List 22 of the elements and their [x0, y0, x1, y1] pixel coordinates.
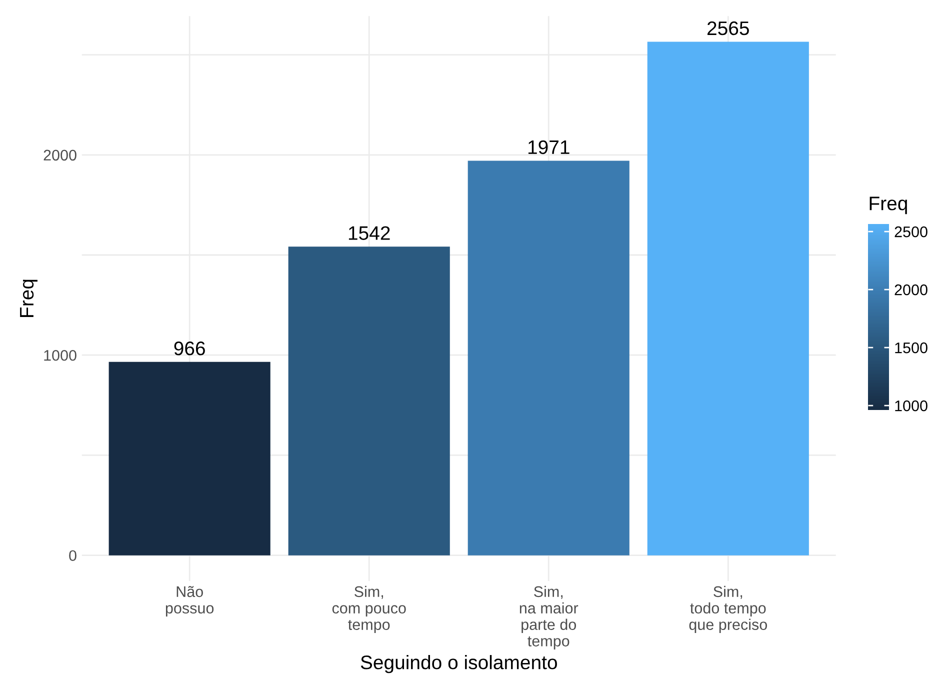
- bar: [108, 362, 270, 556]
- data-label: 1542: [348, 226, 390, 240]
- bar: [468, 160, 630, 556]
- data-label: 1971: [528, 140, 570, 154]
- x-tick-label: Sim, com pouco tempo: [332, 586, 406, 634]
- color-bar-label: 1000: [895, 400, 928, 412]
- color-bar-title: Freq: [870, 196, 907, 214]
- bar: [288, 246, 450, 556]
- y-tick-label: 0: [69, 550, 76, 562]
- x-tick-label: Sim, na maior parte do tempo: [520, 586, 578, 650]
- color-bar-label: 2000: [894, 284, 928, 296]
- data-label: 966: [174, 342, 205, 356]
- bar: [647, 42, 809, 556]
- color-bar-label: 2500: [894, 226, 928, 238]
- y-axis-title: Freq: [20, 280, 38, 317]
- y-tick-label: 1000: [44, 350, 76, 361]
- y-tick-label: 2000: [44, 150, 76, 161]
- x-axis-title: Seguindo o isolamento: [360, 655, 557, 674]
- data-label: 2565: [707, 21, 749, 36]
- x-tick-label: Não possuo: [166, 586, 214, 617]
- color-bar-label: 1500: [895, 342, 928, 354]
- x-tick-label: Sim, todo tempo que preciso: [689, 586, 767, 634]
